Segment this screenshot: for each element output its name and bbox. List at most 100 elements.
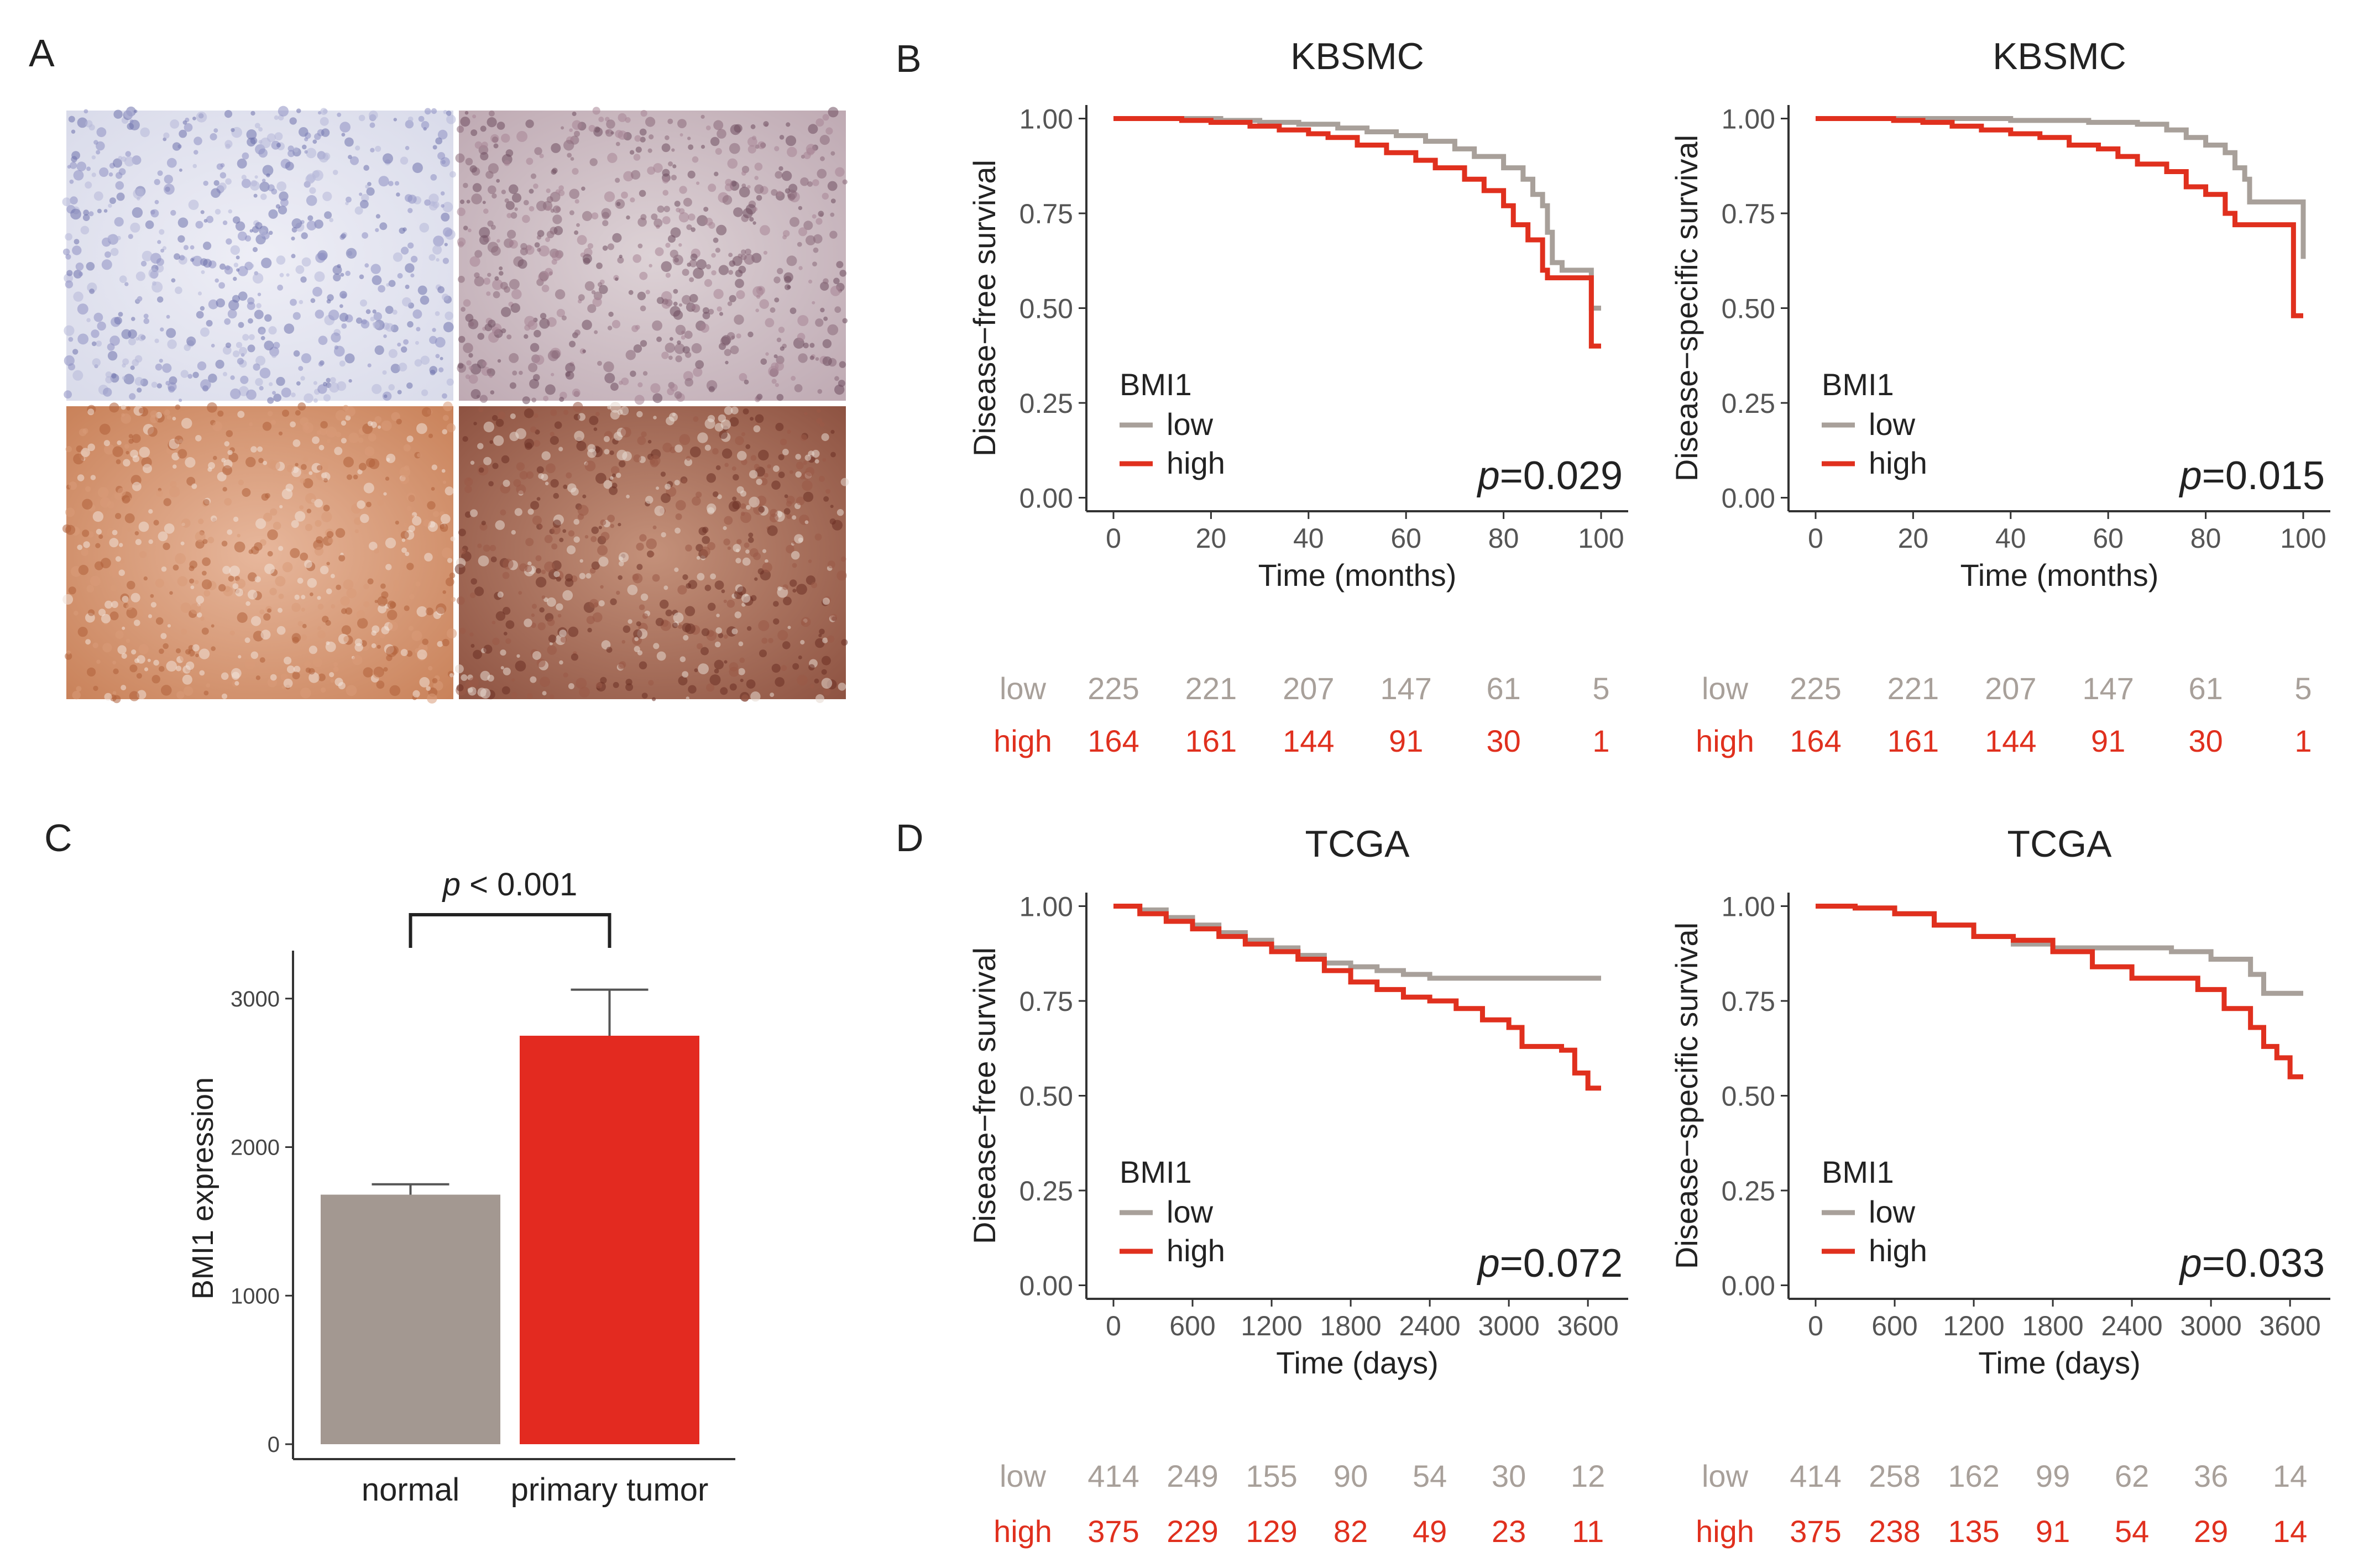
ihc-speckle	[573, 536, 580, 543]
ihc-speckle	[610, 410, 620, 420]
ihc-speckle	[296, 108, 301, 113]
ihc-speckle	[819, 213, 824, 217]
ihc-speckle	[306, 195, 317, 206]
risk-count-high: 164	[1087, 723, 1139, 758]
ihc-speckle	[442, 480, 447, 484]
legend-title: BMI1	[1120, 1155, 1192, 1189]
ihc-speckle	[550, 409, 557, 416]
ihc-speckle	[697, 432, 708, 443]
ihc-speckle	[592, 297, 602, 307]
ihc-speckle	[541, 285, 550, 292]
ihc-speckle	[293, 147, 299, 153]
ihc-speckle	[681, 335, 686, 340]
ihc-speckle	[219, 263, 226, 270]
ihc-speckle	[591, 526, 599, 534]
ihc-speckle	[665, 484, 671, 490]
ihc-speckle	[276, 376, 285, 386]
chart-title: TCGA	[2007, 823, 2112, 865]
ihc-speckle	[385, 564, 392, 570]
ihc-speckle	[530, 343, 540, 352]
ihc-speckle	[672, 164, 677, 169]
ihc-speckle	[770, 693, 775, 698]
ihc-speckle	[808, 664, 815, 671]
ihc-speckle	[302, 457, 308, 462]
ihc-speckle	[112, 660, 117, 665]
ihc-speckle	[470, 592, 476, 599]
ihc-speckle	[129, 691, 140, 701]
ihc-speckle	[758, 506, 765, 513]
legend-label-low: low	[1167, 407, 1214, 442]
ihc-speckle	[346, 248, 357, 259]
ihc-speckle	[505, 638, 511, 644]
ihc-speckle	[688, 685, 697, 694]
ihc-speckle	[558, 447, 563, 452]
ihc-speckle	[101, 259, 112, 270]
ihc-speckle	[300, 376, 305, 381]
ihc-speckle	[406, 506, 412, 511]
ihc-speckle	[313, 398, 318, 403]
legend-label-high: high	[1869, 1233, 1927, 1268]
ihc-speckle	[787, 626, 791, 630]
ihc-speckle	[630, 197, 635, 203]
ihc-speckle	[151, 381, 158, 388]
ihc-speckle	[529, 188, 534, 194]
ihc-speckle	[122, 358, 129, 365]
ihc-speckle	[545, 268, 553, 276]
ihc-speckle	[792, 589, 797, 593]
p-value: p=0.015	[2179, 454, 2325, 498]
ihc-speckle	[180, 602, 191, 613]
ihc-speckle	[401, 247, 409, 255]
ihc-speckle	[79, 271, 83, 276]
ihc-speckle	[121, 413, 132, 424]
risk-count-low: 249	[1167, 1459, 1218, 1493]
ihc-speckle	[203, 590, 211, 597]
ihc-speckle	[546, 597, 556, 607]
ihc-speckle	[212, 421, 223, 432]
ihc-speckle	[308, 471, 313, 475]
ihc-speckle	[716, 613, 720, 617]
ihc-speckle	[390, 364, 400, 374]
ihc-speckle	[354, 638, 363, 647]
ihc-speckle	[574, 130, 580, 137]
ihc-speckle	[531, 622, 536, 628]
ihc-speckle	[441, 212, 450, 222]
ihc-speckle	[312, 139, 317, 144]
risk-count-high: 91	[2036, 1514, 2070, 1549]
ihc-speckle	[548, 634, 557, 643]
ihc-speckle	[145, 220, 154, 229]
ihc-speckle	[514, 207, 518, 211]
ihc-speckle	[820, 281, 829, 291]
ihc-speckle	[670, 227, 681, 238]
x-tick-label: 0	[1808, 523, 1823, 554]
ihc-speckle	[189, 578, 195, 584]
ihc-speckle	[248, 422, 253, 427]
ihc-speckle	[110, 248, 119, 256]
ihc-speckle	[104, 600, 113, 609]
ihc-speckle	[447, 558, 453, 563]
ihc-speckle	[357, 469, 363, 475]
ihc-speckle	[161, 566, 167, 572]
ihc-speckle	[686, 224, 692, 230]
ihc-speckle	[578, 294, 585, 301]
ihc-speckle	[113, 668, 119, 674]
ihc-speckle	[678, 303, 683, 307]
ihc-speckle	[446, 114, 456, 124]
ihc-speckle	[238, 322, 244, 328]
ihc-speckle	[118, 569, 125, 576]
ihc-speckle	[329, 672, 334, 678]
ihc-speckle	[633, 154, 641, 161]
ihc-speckle	[240, 375, 249, 384]
ihc-speckle	[375, 214, 381, 219]
ihc-speckle	[249, 264, 254, 268]
ihc-speckle	[724, 516, 733, 525]
risk-row-label-high: high	[993, 1514, 1052, 1549]
ihc-speckle	[489, 544, 496, 552]
ihc-speckle	[735, 558, 741, 564]
ihc-speckle	[534, 329, 541, 338]
ihc-speckle	[819, 422, 825, 427]
ihc-speckle	[427, 501, 436, 510]
ihc-speckle	[377, 644, 381, 649]
ihc-speckle	[504, 198, 509, 203]
ihc-speckle	[639, 604, 645, 611]
ihc-speckle	[233, 263, 239, 268]
